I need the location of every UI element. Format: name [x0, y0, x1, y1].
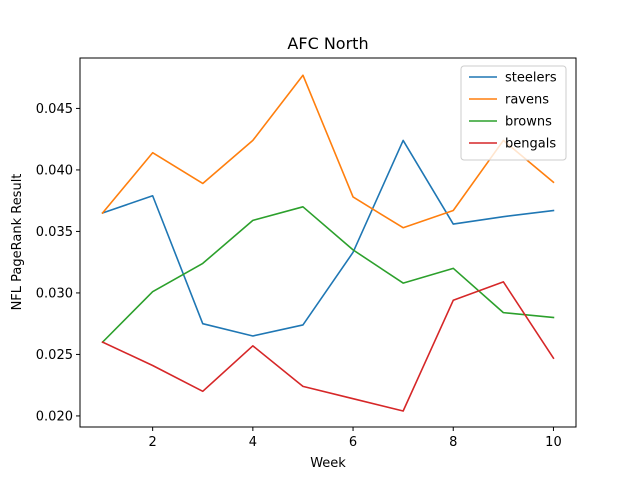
- series-line-ravens: [101, 74, 555, 229]
- legend: steelers ravens browns bengals: [460, 65, 567, 161]
- series-line-bengals: [101, 281, 555, 412]
- legend-label-bengals: bengals: [505, 137, 556, 152]
- legend-label-browns: browns: [505, 115, 552, 130]
- legend-label-steelers: steelers: [505, 71, 557, 86]
- y-tick-label: 0.035: [36, 225, 73, 240]
- y-axis-label: NFL PageRank Result: [10, 174, 25, 311]
- y-tick-label: 0.045: [36, 102, 73, 117]
- x-axis-label: Week: [310, 456, 346, 471]
- x-tick-label: 4: [249, 435, 257, 450]
- x-tick-label: 10: [545, 435, 562, 450]
- plot-frame: [79, 57, 577, 428]
- axes: 2 4 6 8 10 0.020 0.025 0.030 0.035 0.040 0.045: [36, 57, 577, 450]
- y-tick-label: 0.030: [36, 286, 73, 301]
- series-lines: [101, 74, 555, 412]
- legend-label-ravens: ravens: [505, 93, 549, 108]
- y-tick-label: 0.025: [36, 348, 73, 363]
- chart-title: AFC North: [287, 34, 368, 53]
- y-tick-label: 0.020: [36, 409, 73, 424]
- x-tick-label: 2: [149, 435, 157, 450]
- y-tick-label: 0.040: [36, 163, 73, 178]
- x-tick-label: 8: [449, 435, 457, 450]
- x-tick-label: 6: [349, 435, 357, 450]
- series-line-steelers: [101, 139, 555, 337]
- legend-box: [460, 65, 567, 161]
